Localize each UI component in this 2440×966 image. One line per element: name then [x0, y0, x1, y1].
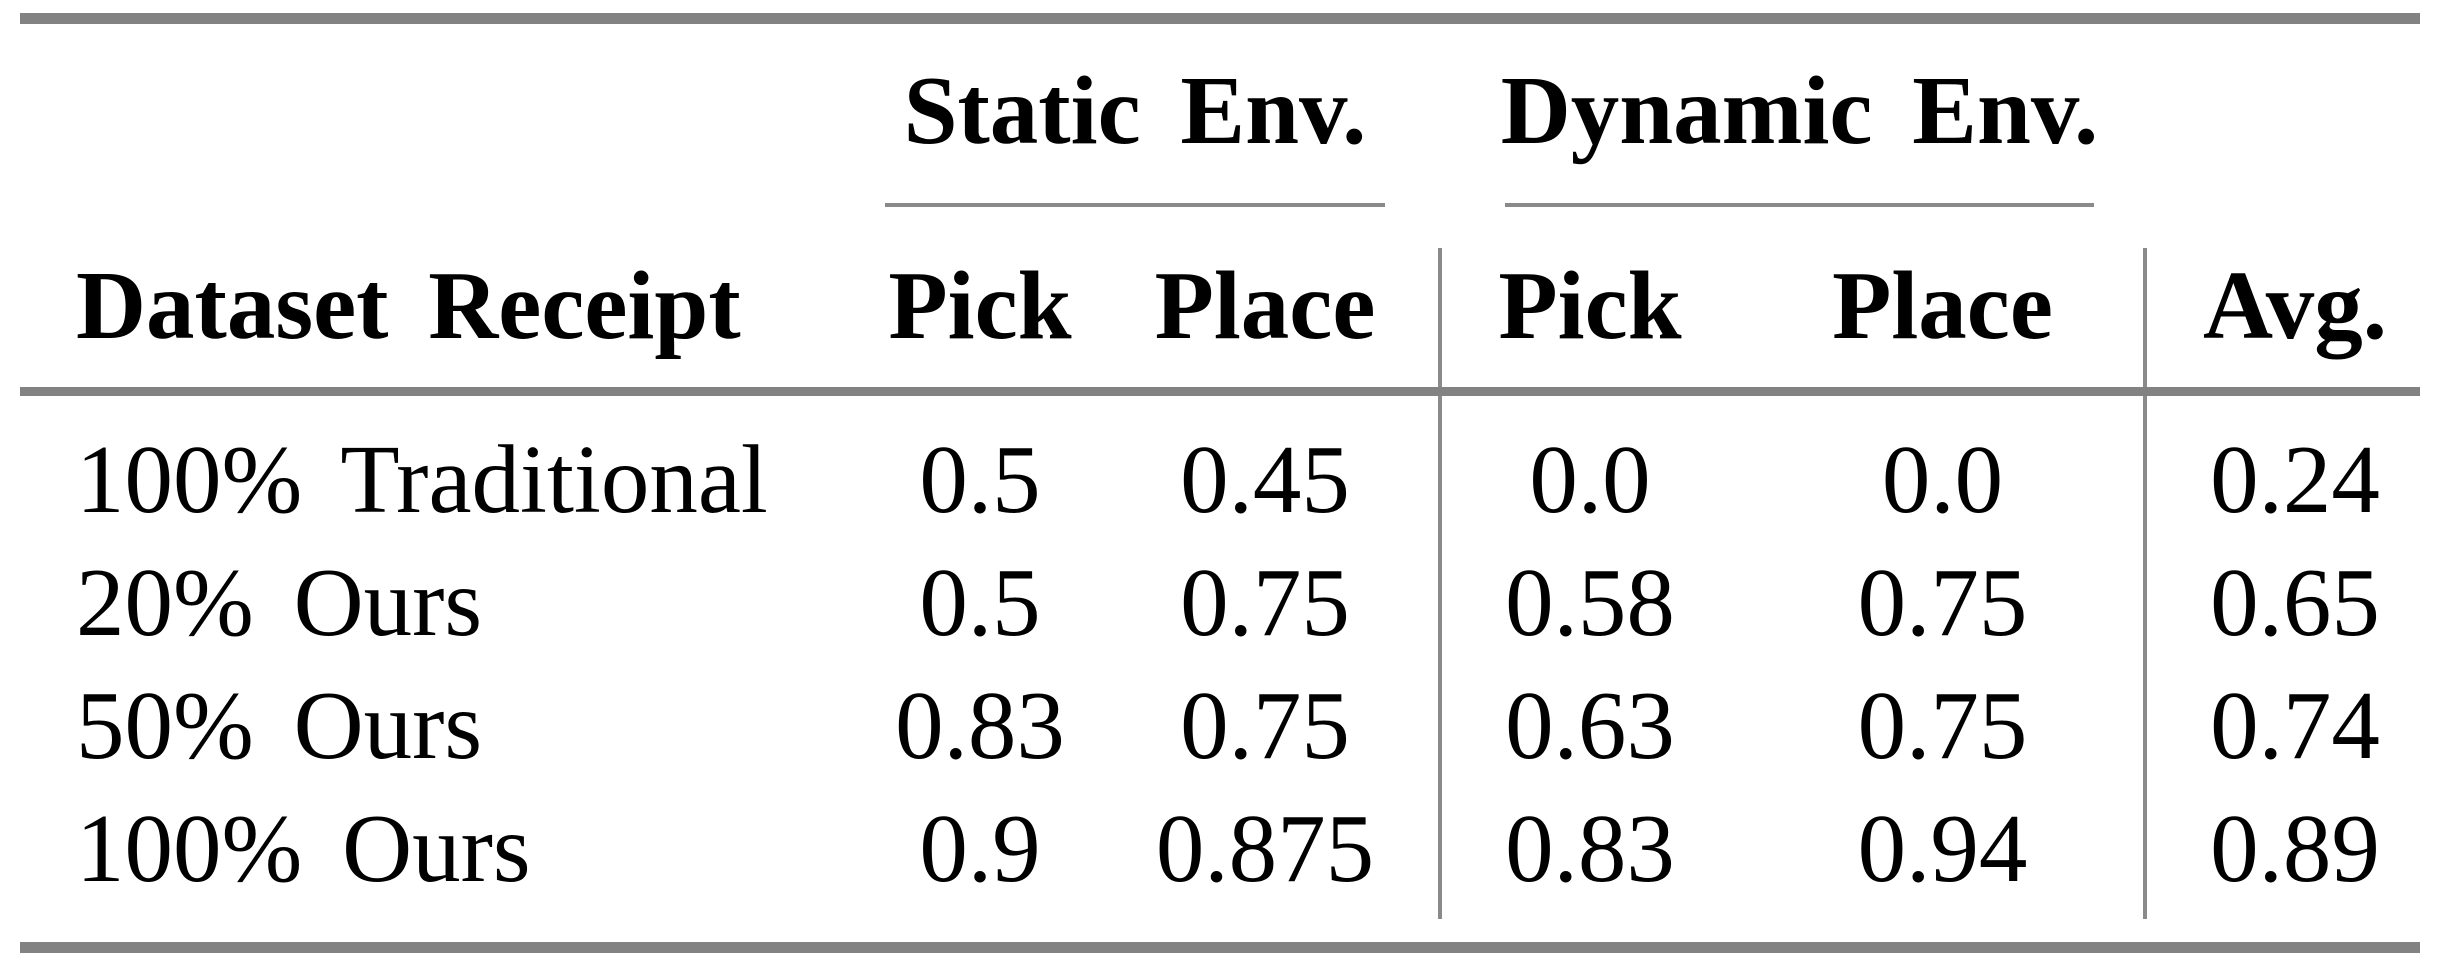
- table-row: 100% Traditional 0.5 0.45 0.0 0.0 0.24: [20, 418, 2420, 541]
- table-row: 20% Ours 0.5 0.75 0.58 0.75 0.65: [20, 541, 2420, 664]
- row-label: 20% Ours: [76, 549, 483, 656]
- cell-dynamic-pick: 0.0: [1529, 426, 1651, 533]
- top-rule: [20, 13, 2420, 24]
- cell-static-place: 0.75: [1180, 672, 1350, 779]
- column-header-row: Dataset Receipt Pick Place Pick Place Av…: [20, 235, 2420, 375]
- row-label: 100% Ours: [76, 795, 531, 902]
- cell-dynamic-pick: 0.63: [1505, 672, 1675, 779]
- table-row: 100% Ours 0.9 0.875 0.83 0.94 0.89: [20, 787, 2420, 910]
- cell-avg: 0.24: [2210, 426, 2380, 533]
- cell-dynamic-place: 0.75: [1857, 672, 2028, 779]
- group-header-dynamic-env: Dynamic Env.: [1500, 56, 2099, 164]
- bottom-rule: [20, 942, 2420, 953]
- cell-avg: 0.89: [2210, 795, 2380, 902]
- cell-dynamic-pick: 0.83: [1505, 795, 1675, 902]
- table-row: 50% Ours 0.83 0.75 0.63 0.75 0.74: [20, 664, 2420, 787]
- column-header-static-pick: Pick: [888, 251, 1072, 359]
- column-header-dynamic-pick: Pick: [1498, 251, 1682, 359]
- column-header-dynamic-place: Place: [1832, 251, 2053, 359]
- cell-dynamic-pick: 0.58: [1505, 549, 1675, 656]
- row-label: 50% Ours: [76, 672, 483, 779]
- column-header-avg: Avg.: [2202, 251, 2388, 359]
- cell-static-pick: 0.5: [919, 549, 1041, 656]
- cell-dynamic-place: 0.94: [1857, 795, 2028, 902]
- divider-static-dynamic: [1438, 248, 1442, 919]
- cell-static-pick: 0.5: [919, 426, 1041, 533]
- cell-static-pick: 0.9: [919, 795, 1041, 902]
- cell-static-pick: 0.83: [895, 672, 1065, 779]
- dynamic-env-underline: [1505, 203, 2094, 207]
- divider-before-avg: [2143, 248, 2147, 919]
- static-env-underline: [885, 203, 1385, 207]
- cell-dynamic-place: 0.0: [1881, 426, 2004, 533]
- group-header-row: Static Env. Dynamic Env.: [0, 40, 2440, 180]
- cell-static-place: 0.875: [1155, 795, 1375, 902]
- cell-avg: 0.74: [2210, 672, 2380, 779]
- column-header-static-place: Place: [1154, 251, 1376, 359]
- cell-avg: 0.65: [2210, 549, 2380, 656]
- cell-static-place: 0.45: [1180, 426, 1350, 533]
- cell-static-place: 0.75: [1180, 549, 1350, 656]
- cell-dynamic-place: 0.75: [1857, 549, 2028, 656]
- column-header-dataset-receipt: Dataset Receipt: [76, 251, 741, 359]
- table-body: 100% Traditional 0.5 0.45 0.0 0.0 0.24 2…: [20, 418, 2420, 910]
- row-label: 100% Traditional: [76, 426, 768, 533]
- mid-rule: [20, 387, 2420, 396]
- group-header-static-env: Static Env.: [903, 56, 1367, 164]
